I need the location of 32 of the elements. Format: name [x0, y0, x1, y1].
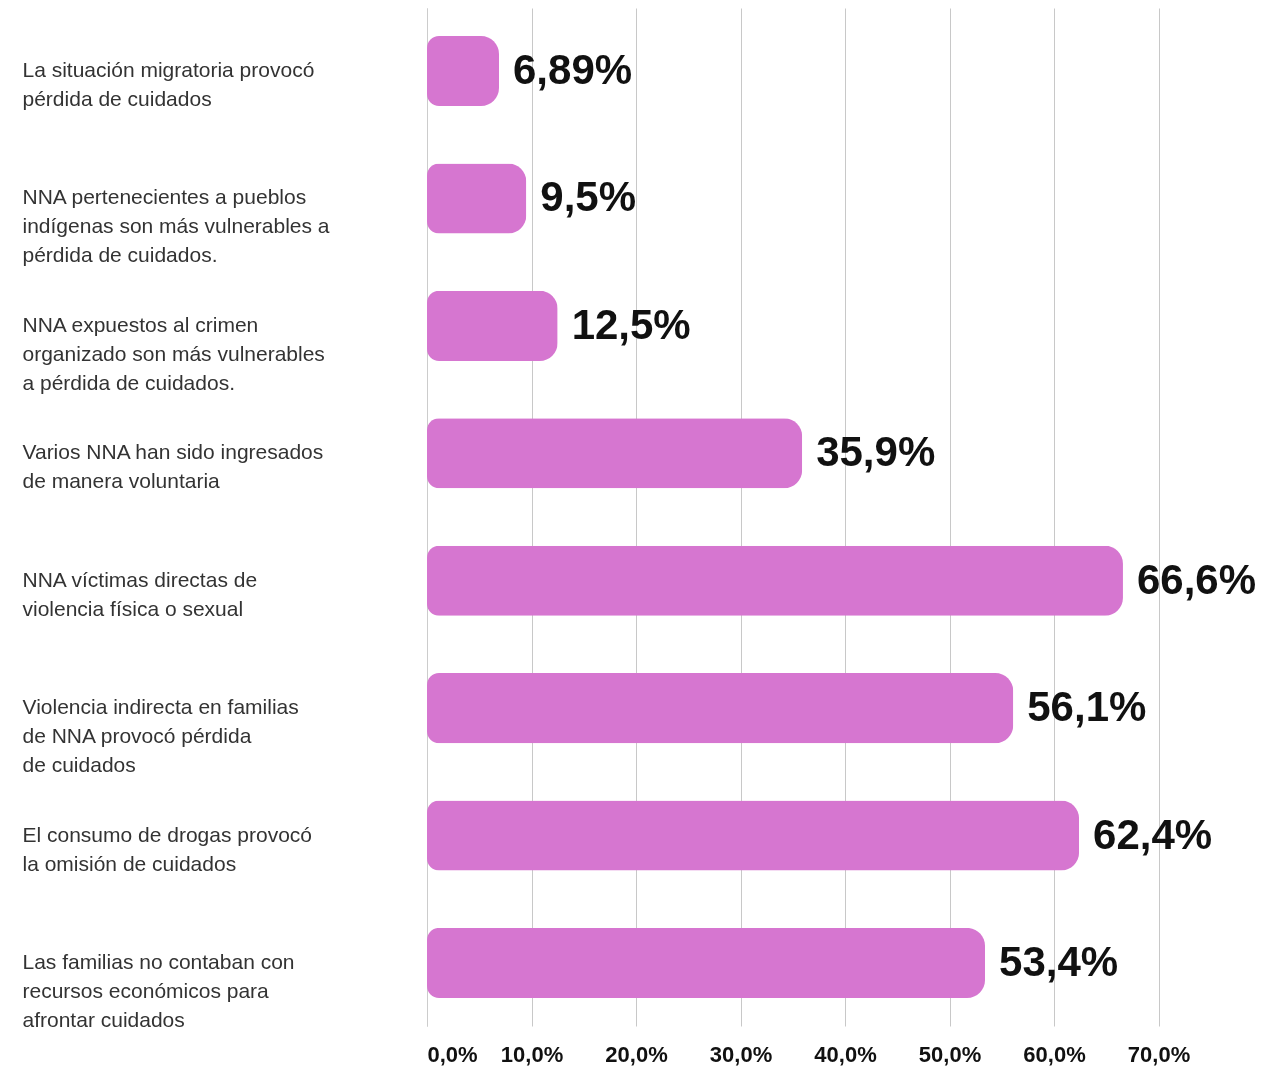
bar — [427, 927, 986, 998]
y-tick-label: Varios NNA han sido ingresados de manera voluntaria — [22, 440, 324, 493]
x-tick-label: 30,0% — [709, 1041, 773, 1067]
x-tick-label: 50,0% — [918, 1041, 982, 1067]
data-label: 6,89% — [513, 46, 633, 94]
bar — [427, 545, 1123, 616]
bar — [427, 36, 499, 107]
y-tick-label: La situación migratoria provocó pérdida de cuidados — [22, 58, 315, 111]
data-label: 62,4% — [1093, 810, 1213, 858]
y-tick-label: NNA expuestos al crimen organizado son más vulnerables a pérdida de cuidados. — [22, 312, 325, 394]
x-tick-label: 60,0% — [1023, 1041, 1086, 1067]
y-tick-label: Violencia indirecta en familias de NNA provocó pérdida de cuidados — [22, 695, 299, 777]
data-label: 56,1% — [1027, 683, 1147, 731]
data-label: 9,5% — [540, 173, 637, 221]
data-label: 53,4% — [999, 937, 1119, 985]
y-tick-label: El consumo de drogas provocó la omisión de cuidados — [22, 822, 312, 875]
bar — [427, 163, 527, 234]
data-label: 66,6% — [1136, 555, 1257, 603]
data-label: 12,5% — [571, 300, 691, 348]
bar — [427, 673, 1014, 744]
data-label: 35,9% — [816, 428, 936, 476]
x-tick-label: 0,0% — [427, 1041, 478, 1067]
x-tick-label: 20,0% — [605, 1041, 668, 1067]
y-tick-label: NNA víctimas directas de violencia física o sexual — [22, 567, 258, 620]
bar — [427, 418, 803, 489]
x-tick-label: 40,0% — [814, 1041, 877, 1067]
x-tick-label: 70,0% — [1127, 1041, 1191, 1067]
y-tick-label: Las familias no contaban con recursos económicos para afrontar cuidados — [22, 949, 295, 1031]
x-tick-label: 10,0% — [500, 1041, 564, 1067]
y-tick-label: NNA pertenecientes a pueblos indígenas son más vulnerables a pérdida de cuidados. — [22, 185, 330, 267]
bar — [427, 290, 558, 361]
bar — [427, 800, 1080, 871]
